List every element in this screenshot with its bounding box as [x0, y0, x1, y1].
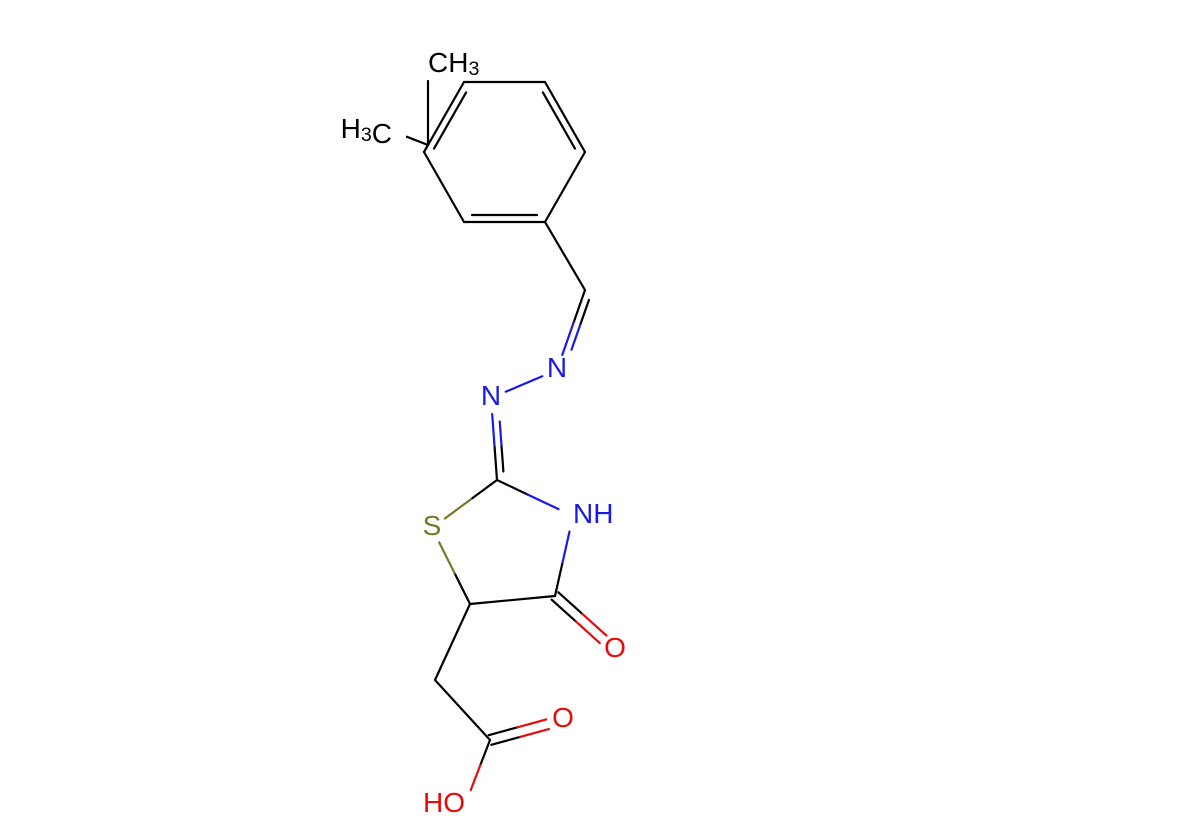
atom-label-O3: HO	[423, 787, 465, 818]
atom-label-O2: O	[552, 702, 574, 733]
atom-label-N1: N	[547, 352, 567, 383]
atom-label-O1: O	[604, 632, 626, 663]
molecule-diagram: H3C CH3 N N S NH O O HO	[0, 0, 1191, 837]
atom-label-N2: N	[481, 380, 501, 411]
atom-label-C2: CH3	[428, 47, 479, 80]
atom-label-N3: NH	[573, 498, 613, 529]
atom-label-C1: H3C	[341, 113, 392, 149]
atom-label-S1: S	[423, 510, 442, 541]
